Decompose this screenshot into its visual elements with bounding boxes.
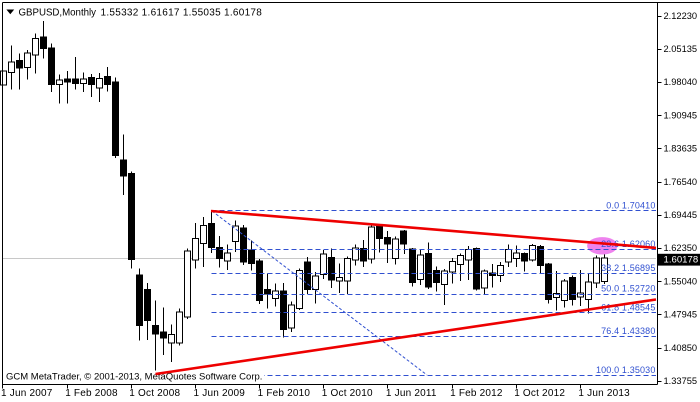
svg-text:2.05135: 2.05135 [664,44,698,54]
svg-text:1.98040: 1.98040 [664,77,698,87]
svg-text:1.33755: 1.33755 [664,376,698,386]
svg-text:1.47945: 1.47945 [664,310,698,320]
svg-text:50.0 1.52720: 50.0 1.52720 [601,283,655,293]
svg-text:1.76540: 1.76540 [664,177,698,187]
svg-text:1.62350: 1.62350 [664,243,698,253]
svg-text:1.40850: 1.40850 [664,343,698,353]
svg-text:1.83635: 1.83635 [664,144,698,154]
svg-text:1 Jun 2007: 1 Jun 2007 [1,388,53,399]
svg-text:61.8 1.48545: 61.8 1.48545 [601,302,655,312]
svg-text:1.55332 1.61617 1.55035 1.6017: 1.55332 1.61617 1.55035 1.60178 [101,7,263,18]
svg-text:23.6 1.62060: 23.6 1.62060 [601,239,655,249]
svg-text:1 Oct 2008: 1 Oct 2008 [129,388,180,399]
svg-text:1.55040: 1.55040 [664,276,698,286]
svg-text:GCM MetaTrader, © 2001-2013, M: GCM MetaTrader, © 2001-2013, MetaQuotes … [6,371,262,382]
svg-text:1 Jun 2013: 1 Jun 2013 [578,388,630,399]
svg-text:1.90945: 1.90945 [664,110,698,120]
svg-text:2.12230: 2.12230 [664,11,698,21]
svg-text:1 Jun 2009: 1 Jun 2009 [194,388,246,399]
svg-text:100.0 1.35030: 100.0 1.35030 [596,365,656,375]
svg-text:0.0 1.70410: 0.0 1.70410 [606,200,655,210]
svg-text:1 Feb 2008: 1 Feb 2008 [65,388,118,399]
svg-text:1.69445: 1.69445 [664,210,698,220]
svg-text:76.4 1.43380: 76.4 1.43380 [601,326,655,336]
svg-text:1 Oct 2010: 1 Oct 2010 [322,388,373,399]
svg-text:38.2 1.56895: 38.2 1.56895 [601,263,655,273]
svg-text:1 Feb 2010: 1 Feb 2010 [258,388,311,399]
svg-text:1 Feb 2012: 1 Feb 2012 [450,388,503,399]
svg-text:GBPUSD,Monthly: GBPUSD,Monthly [19,7,97,18]
svg-text:1 Oct 2012: 1 Oct 2012 [514,388,565,399]
svg-text:1.60178: 1.60178 [664,255,699,266]
svg-text:1 Jun 2011: 1 Jun 2011 [386,388,437,399]
